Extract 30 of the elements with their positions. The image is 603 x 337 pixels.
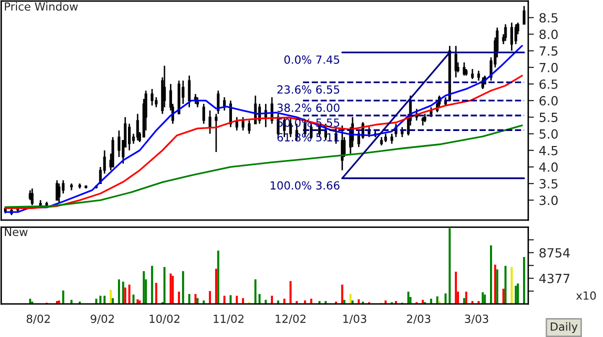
y-tick-label: 4.0: [539, 162, 558, 172]
y-tick-label: 5.0: [540, 129, 558, 139]
x-tick-label: 2/03: [407, 314, 430, 324]
y-tick-label: 3.0: [540, 196, 558, 206]
y-tick-label: 8754: [539, 248, 570, 258]
x-tick-label: 10/02: [150, 314, 180, 324]
x-tick-label: 11/02: [214, 314, 244, 324]
annotation: 100.0% 3.66: [270, 181, 340, 190]
x-tick-label: 8/02: [26, 314, 50, 324]
x-tick-label: 1/03: [343, 314, 366, 324]
chart-title: New: [4, 228, 28, 236]
y-tick-label: 3.5: [540, 179, 558, 188]
text: Daily: [550, 322, 578, 333]
y-tick-label: 4377: [539, 274, 570, 284]
x-tick-label: 3/03: [464, 314, 488, 324]
annotation: 23.6% 6.55: [277, 85, 340, 94]
y-tick-label: 7.0: [540, 62, 558, 72]
x-tick-label: 9/02: [90, 314, 114, 324]
y-tick-label: 8.5: [539, 13, 558, 23]
annotation: 38.2% 6.00: [277, 104, 340, 112]
y-tick-label: 5.5: [540, 112, 558, 122]
y-tick-label: 7.5: [540, 46, 558, 56]
y-tick-label: 6.0: [540, 96, 558, 106]
y-tick-label: 6.5: [540, 79, 558, 89]
text: x10: [576, 291, 596, 300]
x-tick-label: 12/02: [276, 314, 306, 324]
y-tick-label: 4.5: [539, 146, 558, 156]
chart-title: Price Window: [4, 2, 78, 11]
y-tick-label: 8.0: [539, 30, 558, 40]
annotation: 0.0% 7.45: [284, 55, 340, 64]
